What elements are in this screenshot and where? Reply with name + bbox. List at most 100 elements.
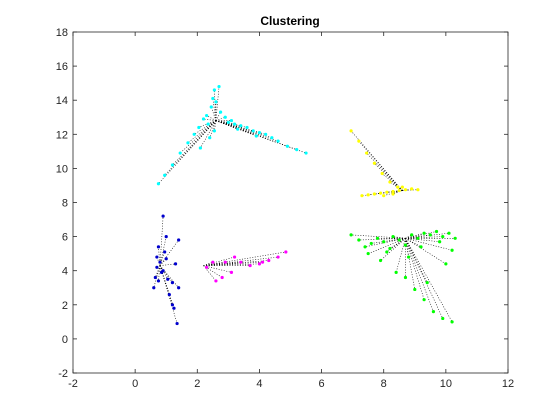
cluster-5-point: [267, 258, 271, 263]
cluster-5-link: [203, 256, 279, 266]
cluster-3-point: [406, 255, 411, 259]
cluster-3-point: [375, 236, 380, 240]
cluster-3-point: [425, 281, 429, 285]
y-tick-label: 16: [56, 61, 68, 73]
cluster-3-point: [363, 245, 367, 249]
cluster-4-link: [153, 265, 161, 288]
y-tick-label: 0: [62, 334, 68, 346]
cluster-3-link: [405, 236, 443, 239]
x-tick-label: 6: [319, 378, 325, 390]
cluster-2-point: [396, 185, 400, 189]
cluster-2-link: [366, 152, 403, 191]
cluster-2-point: [416, 188, 420, 192]
cluster-4-link: [159, 265, 179, 288]
cluster-3-point: [453, 236, 457, 240]
cluster-1-link: [206, 115, 217, 121]
cluster-4-link: [159, 265, 173, 283]
cluster-4-point: [177, 286, 181, 290]
cluster-1-link: [158, 120, 217, 184]
cluster-3-point: [357, 238, 361, 242]
cluster-1-link: [215, 120, 272, 138]
cluster-1-point: [192, 132, 196, 136]
cluster-1-point: [212, 88, 216, 92]
cluster-4-point: [175, 321, 179, 326]
cluster-3-link: [405, 238, 444, 319]
cluster-2-point: [403, 188, 408, 192]
cluster-1-point: [178, 151, 182, 155]
cluster-3-point: [428, 233, 432, 237]
cluster-5-point: [223, 260, 227, 264]
cluster-1-link: [215, 120, 229, 123]
cluster-1-point: [217, 84, 221, 89]
cluster-3-point: [422, 298, 426, 302]
cluster-1-link: [203, 118, 216, 121]
cluster-4-point: [152, 286, 156, 290]
cluster-3-point: [441, 316, 445, 321]
cluster-4-point: [163, 250, 167, 254]
cluster-3-point: [410, 233, 414, 237]
cluster-5-point: [232, 255, 237, 259]
cluster-4-point: [164, 235, 168, 239]
cluster-5-link: [203, 261, 213, 266]
cluster-1-point: [245, 125, 249, 130]
cluster-2-point: [366, 193, 370, 197]
axes-box: [72, 31, 509, 374]
cluster-1-point: [214, 100, 218, 104]
cluster-3-point: [403, 243, 408, 247]
cluster-2-point: [357, 139, 361, 143]
y-tick-label: 8: [62, 198, 68, 210]
cluster-4-link: [159, 263, 176, 266]
cluster-3-point: [366, 252, 370, 256]
cluster-3-link: [392, 236, 406, 239]
cluster-1-link: [200, 120, 217, 149]
cluster-3-link: [405, 234, 431, 239]
cluster-3-point: [413, 287, 417, 292]
cluster-5-link: [203, 256, 235, 266]
cluster-3-point: [403, 275, 408, 280]
cluster-5-link: [203, 261, 263, 266]
cluster-2-point: [372, 161, 376, 165]
cluster-3-point: [416, 236, 420, 240]
cluster-5-link: [203, 265, 232, 273]
cluster-3-point: [444, 262, 448, 266]
cluster-1-point: [211, 96, 215, 101]
cluster-1-point: [264, 132, 268, 136]
cluster-1-point: [226, 120, 230, 124]
cluster-4-link: [155, 265, 161, 278]
cluster-4-link: [159, 239, 179, 266]
cluster-4-point: [164, 257, 168, 261]
x-tick-label: 0: [132, 378, 138, 390]
x-tick-label: 12: [502, 378, 514, 390]
cluster-1-point: [254, 134, 258, 138]
y-tick-label: 12: [56, 129, 68, 141]
cluster-3-point: [349, 233, 353, 237]
cluster-5-point: [211, 260, 215, 264]
cluster-4-point: [161, 269, 165, 273]
cluster-1-point: [163, 173, 167, 177]
cluster-3-point: [434, 229, 439, 234]
cluster-2-point: [360, 194, 364, 198]
cluster-1-point: [285, 144, 289, 148]
cluster-1-point: [295, 148, 299, 152]
cluster-1-link: [187, 120, 217, 144]
cluster-3-link: [395, 238, 406, 273]
cluster-3-link: [405, 238, 453, 322]
cluster-3-point: [379, 258, 383, 263]
cluster-4-point: [166, 277, 170, 281]
cluster-2-point: [391, 192, 395, 196]
cluster-4-point: [153, 275, 157, 280]
cluster-3-link: [380, 238, 406, 261]
cluster-3-point: [422, 231, 426, 235]
cluster-4-link: [159, 265, 169, 280]
cluster-4-link: [159, 265, 173, 305]
cluster-2-point: [372, 192, 376, 196]
cluster-1-point: [218, 110, 223, 114]
cluster-5-point: [260, 260, 265, 264]
cluster-3-link: [405, 238, 440, 243]
cluster-2-point: [365, 151, 369, 155]
cluster-links: [153, 86, 456, 324]
y-tick-label: 4: [62, 266, 68, 278]
y-tick-label: -2: [58, 368, 68, 380]
cluster-5-point: [257, 262, 262, 266]
cluster-3-point: [369, 241, 373, 246]
